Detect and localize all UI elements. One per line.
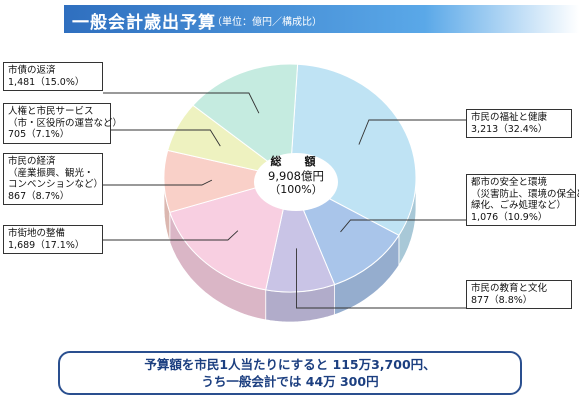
pie-slice-6: [192, 63, 299, 179]
label-safety-name: 都市の安全と環境: [471, 177, 548, 188]
leader-line-0: [358, 119, 466, 145]
label-welfare-value: 3,213（32.4%）: [471, 123, 548, 135]
leader-line-3: [103, 230, 239, 241]
label-safety-detail2: 緑化、ごみ処理など）: [471, 200, 567, 211]
summary-line-2: うち一般会計では 44万 300円: [201, 374, 379, 389]
title-banner: 一般会計歳出予算 （単位：億円／構成比）: [64, 5, 579, 33]
chart-title: 一般会計歳出予算: [72, 13, 216, 33]
label-urban-name: 市街地の整備: [8, 228, 66, 239]
label-debt: 市債の返済 1,481（15.0%）: [3, 62, 103, 91]
total-percent: （100%）: [269, 183, 323, 196]
label-rights-value: 705（7.1%）: [8, 129, 70, 140]
leader-line-2: [296, 248, 466, 309]
label-debt-name: 市債の返済: [8, 65, 56, 76]
label-economy: 市民の経済 （産業振興、観光・ コンベンションなど） 867（8.7%）: [3, 153, 103, 205]
unit-label: （単位：億円／構成比）: [212, 17, 322, 28]
label-education: 市民の教育と文化 877（8.8%）: [466, 280, 572, 309]
pie-slice-3: [169, 177, 291, 291]
label-economy-name: 市民の経済: [8, 156, 56, 167]
label-education-value: 877（8.8%）: [471, 294, 533, 306]
label-debt-value: 1,481（15.0%）: [8, 76, 85, 88]
label-welfare: 市民の福祉と健康 3,213（32.4%）: [466, 109, 572, 138]
label-safety-detail1: （災害防止、環境の保全と: [471, 188, 579, 200]
label-economy-detail1: （産業振興、観光・: [8, 167, 94, 179]
label-economy-value: 867（8.7%）: [8, 190, 70, 202]
leader-line-4: [103, 179, 213, 186]
total-caption: 総 額: [270, 155, 322, 168]
total-amount: 9,908億円: [268, 169, 324, 183]
label-welfare-name: 市民の福祉と健康: [471, 112, 548, 123]
label-urban: 市街地の整備 1,689（17.1%）: [3, 225, 103, 254]
label-rights-name: 人権と市民サービス: [8, 106, 94, 117]
label-safety-value: 1,076（10.9%）: [471, 211, 548, 223]
total-label: 総 額 9,908億円 （100%）: [254, 153, 338, 211]
label-safety: 都市の安全と環境 （災害防止、環境の保全と 緑化、ごみ処理など） 1,076（1…: [466, 174, 579, 226]
leader-line-5: [111, 129, 221, 147]
leader-line-1: [340, 219, 466, 233]
leader-line-6: [103, 92, 260, 114]
label-education-name: 市民の教育と文化: [471, 283, 548, 294]
label-rights-detail: （市・区役所の運営など）: [8, 117, 123, 129]
per-capita-summary: 予算額を市民1人当たりにすると 115万3,700円、 うち一般会計では 44万…: [58, 351, 522, 395]
label-rights: 人権と市民サービス （市・区役所の運営など） 705（7.1%）: [3, 103, 123, 144]
label-economy-detail2: コンベンションなど）: [8, 179, 104, 190]
label-urban-value: 1,689（17.1%）: [8, 239, 85, 251]
summary-line-1: 予算額を市民1人当たりにすると 115万3,700円、: [144, 357, 436, 372]
